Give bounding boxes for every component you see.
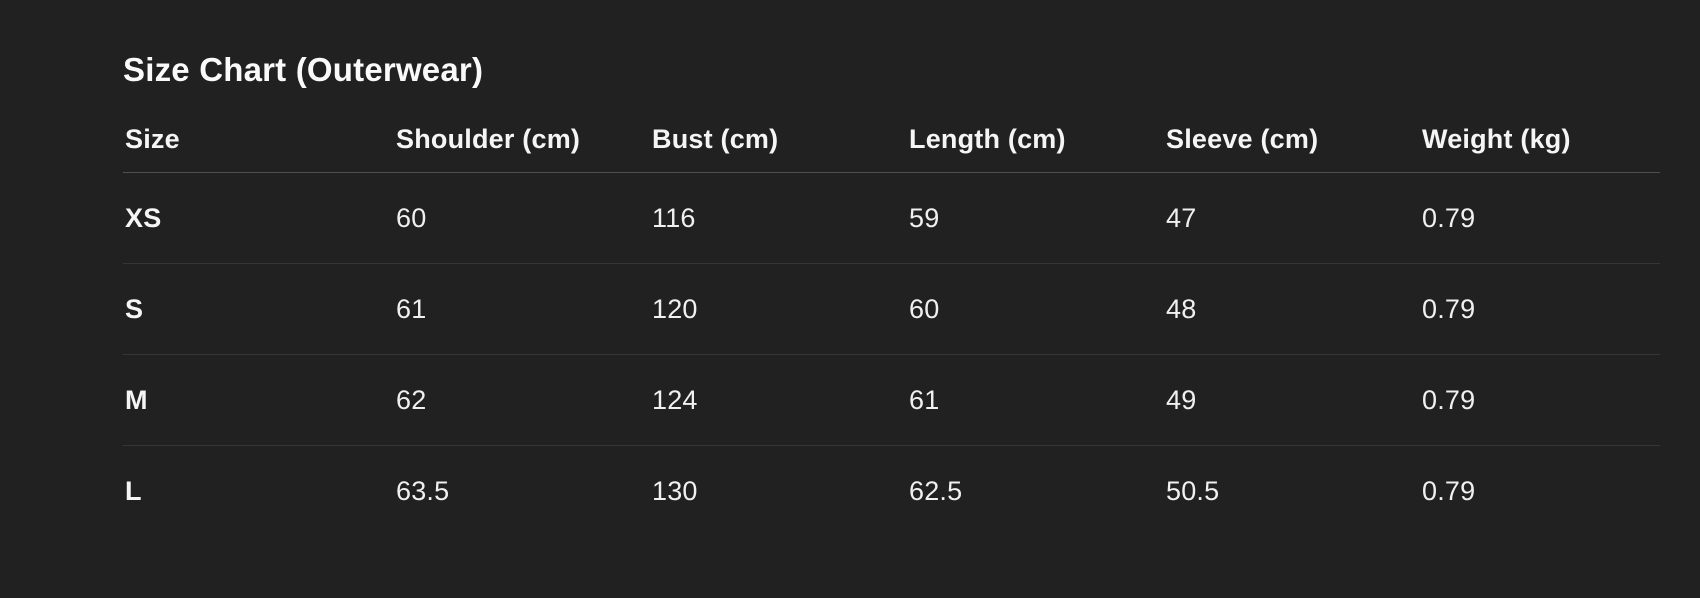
bust-cell: 124 (650, 354, 907, 446)
shoulder-cell: 61 (394, 263, 650, 355)
size-cell: S (123, 263, 394, 355)
length-cell: 61 (907, 354, 1164, 446)
table-row-xs: XS 60 116 59 47 0.79 (123, 172, 1660, 264)
weight-cell: 0.79 (1420, 354, 1660, 446)
weight-cell: 0.79 (1420, 172, 1660, 264)
page-title: Size Chart (Outerwear) (123, 51, 484, 88)
table-row-s: S 61 120 60 48 0.79 (123, 263, 1660, 355)
column-header-weight: Weight (kg) (1420, 92, 1660, 173)
bust-cell: 120 (650, 263, 907, 355)
size-chart-section: Size Chart (Outerwear) Size Shoulder (cm… (123, 51, 1660, 536)
size-cell: L (125, 475, 142, 506)
table-body: XS 60 116 59 47 0.79 S 61 120 60 48 0.79… (123, 172, 1660, 537)
column-header-length: Length (cm) (907, 92, 1164, 173)
size-chart-table: Size Shoulder (cm) Bust (cm) Length (cm)… (123, 92, 1660, 536)
sleeve-cell: 48 (1164, 263, 1420, 355)
shoulder-cell: 62 (394, 354, 650, 446)
length-cell: 62.5 (909, 475, 963, 506)
shoulder-cell: 60 (394, 172, 650, 264)
column-header-size: Size (123, 92, 394, 173)
sleeve-cell: 47 (1164, 172, 1420, 264)
size-cell: M (123, 354, 394, 446)
length-cell: 59 (907, 172, 1164, 264)
column-header-shoulder: Shoulder (cm) (394, 92, 650, 173)
sleeve-cell: 50.5 (1166, 475, 1220, 506)
bust-cell: 116 (650, 172, 907, 264)
column-header-bust: Bust (cm) (650, 92, 907, 173)
header-row: Size Shoulder (cm) Bust (cm) Length (cm)… (123, 92, 1660, 173)
weight-cell: 0.79 (1420, 263, 1660, 355)
table-header: Size Shoulder (cm) Bust (cm) Length (cm)… (123, 92, 1660, 173)
table-row-l: L 63.5 130 62.5 50.5 0.79 (123, 446, 1660, 537)
size-cell: XS (123, 172, 394, 264)
bust-cell: 130 (652, 475, 698, 506)
weight-cell: 0.79 (1422, 475, 1476, 506)
length-cell: 60 (907, 263, 1164, 355)
sleeve-cell: 49 (1164, 354, 1420, 446)
column-header-sleeve: Sleeve (cm) (1164, 92, 1420, 173)
shoulder-cell: 63.5 (396, 475, 450, 506)
table-row-m: M 62 124 61 49 0.79 (123, 354, 1660, 446)
